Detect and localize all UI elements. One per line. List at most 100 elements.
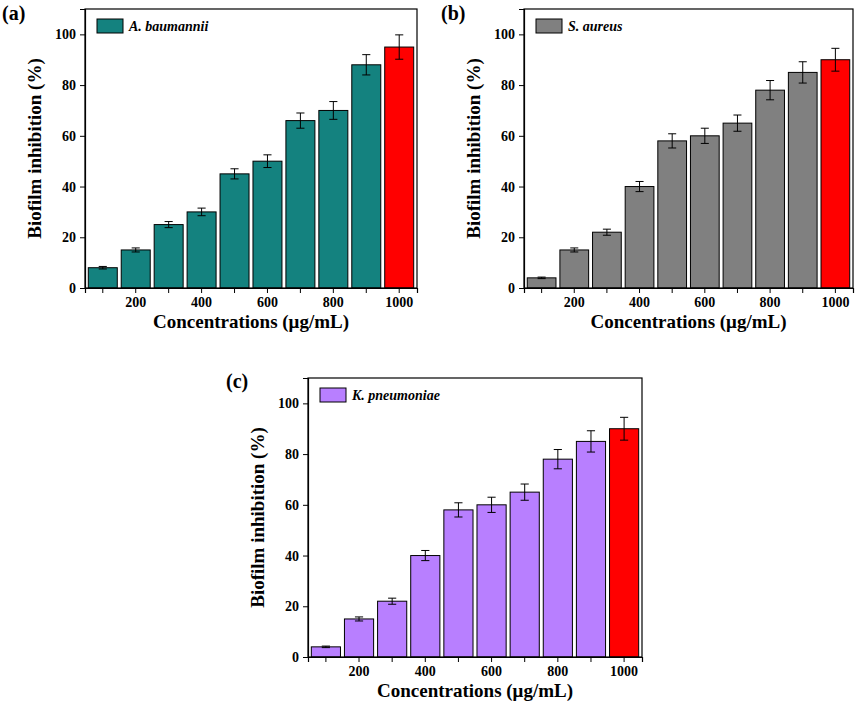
error-cap: [165, 227, 173, 228]
y-tick-label: 100: [494, 27, 515, 42]
error-stem: [704, 128, 705, 143]
x-tick-mark: [541, 288, 542, 293]
error-bar: [603, 229, 611, 235]
error-bar: [165, 222, 173, 228]
error-bar: [362, 55, 370, 75]
error-cap: [587, 430, 595, 431]
x-tick: [590, 657, 591, 662]
error-stem: [234, 169, 235, 179]
legend-label: K. pneumoniae: [351, 388, 440, 403]
error-cap: [538, 277, 546, 278]
legend-swatch: [320, 388, 346, 402]
y-tick-label: 80: [501, 78, 515, 93]
y-tick-mark: [519, 34, 524, 35]
y-tick-label: 60: [62, 129, 76, 144]
error-cap: [554, 449, 562, 450]
x-tick-mark: [639, 288, 640, 293]
error-cap: [322, 647, 330, 648]
error-cap: [620, 440, 628, 441]
error-bar: [395, 35, 403, 59]
plot-area: [527, 48, 849, 288]
error-cap: [766, 80, 774, 81]
y-tick-mark: [80, 237, 85, 238]
error-cap: [668, 133, 676, 134]
x-tick-mark: [300, 288, 301, 293]
x-tick: 1000: [821, 288, 849, 310]
bar: [690, 136, 719, 288]
error-bar: [668, 134, 676, 148]
y-tick-label: 80: [62, 78, 76, 93]
y-axis-title: Biofilm inhibition (%): [247, 427, 269, 608]
y-tick-mark: [303, 454, 308, 455]
error-stem: [366, 55, 367, 75]
error-cap: [395, 34, 403, 35]
y-tick-mark: [519, 85, 524, 86]
y-tick-label: 60: [501, 129, 515, 144]
x-tick-mark: [802, 288, 803, 293]
error-cap: [454, 502, 462, 503]
y-tick-label: 100: [278, 396, 299, 411]
error-cap: [263, 154, 271, 155]
x-axis: 2004006008001000: [309, 657, 643, 679]
error-cap: [362, 74, 370, 75]
error-cap: [636, 181, 644, 182]
x-tick-label: 200: [564, 295, 585, 310]
error-cap: [831, 48, 839, 49]
error-stem: [300, 113, 301, 128]
y-tick: 40: [501, 180, 524, 195]
y-tick-label: 40: [285, 549, 299, 564]
error-bar: [733, 115, 741, 131]
x-tick: [234, 288, 235, 293]
error-stem: [574, 248, 575, 252]
x-tick-mark: [135, 288, 136, 293]
error-stem: [590, 431, 591, 452]
x-tick-mark: [737, 288, 738, 293]
x-axis-title: Concentrations (μg/mL): [153, 311, 349, 333]
error-cap: [733, 131, 741, 132]
error-cap: [296, 112, 304, 113]
y-axis-line: [80, 10, 86, 289]
bar: [576, 441, 605, 657]
error-cap: [766, 99, 774, 100]
error-stem: [392, 598, 393, 604]
legend-label: S. aureus: [568, 19, 623, 34]
error-stem: [201, 208, 202, 216]
y-tick-mark: [80, 85, 85, 86]
bar: [658, 141, 687, 288]
error-cap: [296, 128, 304, 129]
x-tick: 600: [257, 288, 278, 310]
x-tick-mark: [359, 657, 360, 662]
y-tick: 60: [62, 129, 85, 144]
x-tick-mark: [392, 657, 393, 662]
error-cap: [570, 251, 578, 252]
error-stem: [770, 81, 771, 100]
y-tick: 60: [285, 498, 308, 513]
error-cap: [395, 59, 403, 60]
x-tick-label: 1000: [821, 295, 849, 310]
plot-area: [88, 35, 413, 288]
panel: 2004006008001000020406080100Concentratio…: [441, 2, 854, 333]
x-tick: 1000: [385, 288, 413, 310]
error-bar: [831, 48, 839, 71]
bar: [286, 121, 315, 288]
error-cap: [355, 616, 363, 617]
y-tick: 0: [292, 650, 308, 665]
x-axis-line: [309, 658, 643, 663]
figure: 2004006008001000020406080100Concentratio…: [0, 0, 857, 713]
y-tick-mark: [303, 403, 308, 404]
error-stem: [135, 248, 136, 252]
error-cap: [554, 468, 562, 469]
x-tick: [366, 288, 367, 293]
x-axis: 2004006008001000: [525, 288, 854, 310]
error-bar: [487, 497, 495, 512]
y-tick: 0: [508, 281, 524, 296]
error-bar: [570, 248, 578, 252]
error-stem: [524, 484, 525, 500]
x-tick: 600: [694, 288, 715, 310]
y-tick: 20: [285, 599, 308, 614]
y-tick-mark: [303, 606, 308, 607]
error-bar: [587, 431, 595, 452]
y-axis-line: [519, 10, 525, 289]
x-tick: 800: [547, 657, 568, 679]
x-tick: [524, 657, 525, 662]
